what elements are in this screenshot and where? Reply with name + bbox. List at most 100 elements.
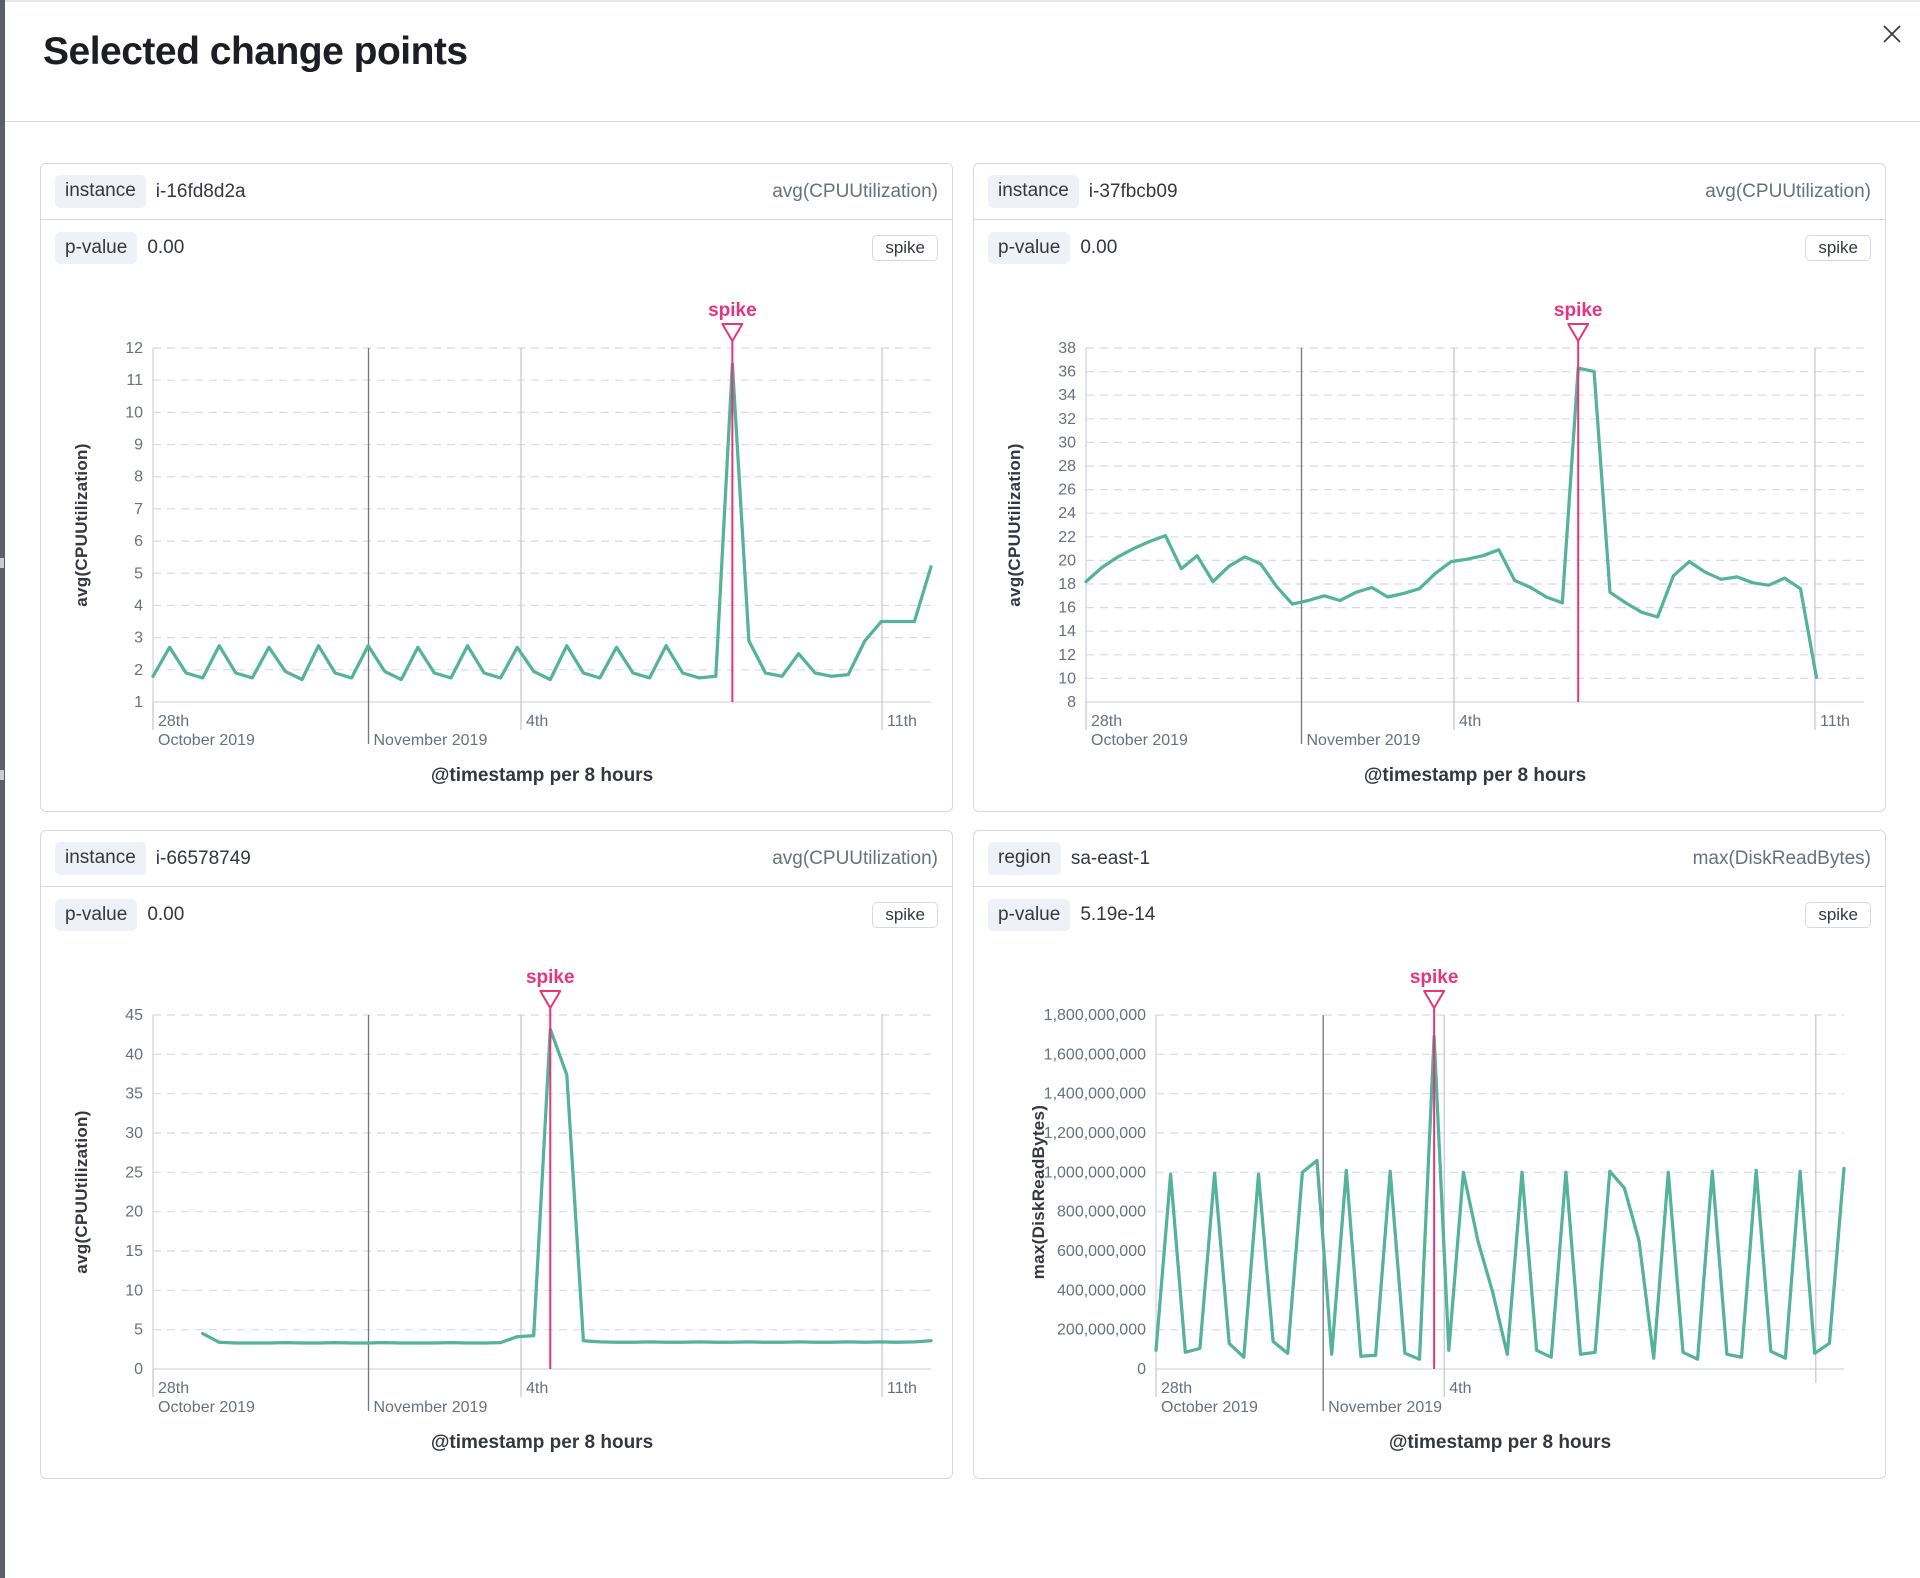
p-value: 0.00 [1080, 237, 1118, 258]
change-type-badge: spike [872, 902, 938, 928]
svg-text:36: 36 [1058, 364, 1076, 381]
svg-text:1,200,000,000: 1,200,000,000 [1044, 1125, 1146, 1142]
svg-text:October 2019: October 2019 [1091, 732, 1188, 749]
svg-text:28: 28 [1058, 458, 1076, 475]
change-point-panel-1: instance i-16fd8d2a avg(CPUUtilization) … [40, 163, 953, 812]
background-page-edge [0, 0, 5, 1578]
svg-text:16: 16 [1058, 600, 1076, 617]
svg-text:600,000,000: 600,000,000 [1057, 1243, 1146, 1260]
svg-text:30: 30 [125, 1125, 143, 1142]
svg-text:4th: 4th [526, 1380, 548, 1397]
svg-text:5: 5 [134, 565, 143, 582]
svg-text:avg(CPUUtilization): avg(CPUUtilization) [1005, 443, 1024, 606]
p-value-badge: p-value [55, 898, 138, 932]
chart-container: 8 10 12 14 16 18 20 22 24 26 28 30 32 34 36 38 28th Octob… [974, 276, 1885, 800]
svg-text:32: 32 [1058, 411, 1076, 428]
svg-text:@timestamp per 8 hours: @timestamp per 8 hours [431, 1432, 653, 1453]
svg-text:October 2019: October 2019 [158, 732, 255, 749]
svg-text:4th: 4th [1459, 713, 1481, 730]
svg-text:October 2019: October 2019 [1161, 1399, 1258, 1416]
svg-text:35: 35 [125, 1086, 143, 1103]
svg-text:4th: 4th [526, 713, 548, 730]
svg-text:8: 8 [134, 469, 143, 486]
split-value: i-16fd8d2a [155, 180, 246, 202]
svg-text:4: 4 [134, 597, 143, 614]
svg-text:12: 12 [125, 340, 143, 357]
svg-text:38: 38 [1058, 340, 1076, 357]
metric-label: max(DiskReadBytes) [1692, 847, 1871, 869]
split-field-badge: instance [55, 175, 146, 208]
flyout-header: Selected change points [0, 0, 1920, 122]
svg-text:5: 5 [134, 1322, 143, 1339]
split-value: i-66578749 [155, 847, 251, 869]
page-title: Selected change points [43, 30, 468, 73]
change-point-panel-3: instance i-66578749 avg(CPUUtilization) … [40, 830, 953, 1479]
svg-text:40: 40 [125, 1046, 143, 1063]
p-value: 0.00 [147, 904, 185, 925]
svg-text:28th: 28th [1161, 1380, 1192, 1397]
chart-container: 0 200,000,000 400,000,000 600,000,000 800,00… [974, 943, 1885, 1467]
svg-text:1,000,000,000: 1,000,000,000 [1044, 1164, 1146, 1181]
svg-text:26: 26 [1058, 482, 1076, 499]
p-value: 5.19e-14 [1080, 904, 1156, 925]
svg-text:1,600,000,000: 1,600,000,000 [1044, 1046, 1146, 1063]
svg-text:avg(CPUUtilization): avg(CPUUtilization) [72, 443, 91, 606]
svg-text:11: 11 [126, 372, 143, 389]
change-type-badge: spike [872, 235, 938, 261]
close-button[interactable] [1876, 18, 1908, 50]
svg-text:45: 45 [125, 1007, 143, 1024]
change-points-flyout: Selected change points instance i-16fd8d… [0, 0, 1920, 1479]
change-point-panel-4: region sa-east-1 max(DiskReadBytes) p-va… [973, 830, 1886, 1479]
svg-text:October 2019: October 2019 [158, 1399, 255, 1416]
background-fragment [0, 558, 4, 568]
svg-text:7: 7 [134, 501, 143, 518]
svg-text:18: 18 [1058, 576, 1076, 593]
svg-text:11th: 11th [1820, 713, 1850, 730]
metric-label: avg(CPUUtilization) [772, 180, 938, 202]
svg-text:@timestamp per 8 hours: @timestamp per 8 hours [1389, 1432, 1611, 1453]
split-value: sa-east-1 [1070, 847, 1151, 869]
svg-text:10: 10 [125, 404, 143, 421]
metric-label: avg(CPUUtilization) [772, 847, 938, 869]
split-field-badge: instance [55, 842, 146, 875]
change-point-chart: 0 200,000,000 400,000,000 600,000,000 800,00… [1029, 967, 1846, 1453]
svg-text:28th: 28th [1091, 713, 1122, 730]
svg-text:8: 8 [1067, 694, 1076, 711]
change-point-chart: 8 10 12 14 16 18 20 22 24 26 28 30 32 34 36 38 28th Octob… [1005, 300, 1864, 786]
svg-text:20: 20 [125, 1204, 143, 1221]
svg-text:November 2019: November 2019 [1328, 1399, 1442, 1416]
svg-text:34: 34 [1058, 387, 1076, 404]
svg-text:spike: spike [1554, 300, 1603, 321]
change-point-chart: 0 5 10 15 20 25 30 35 40 45 28th October 2019 Novemb… [72, 967, 933, 1453]
svg-text:14: 14 [1058, 623, 1076, 640]
svg-text:25: 25 [125, 1164, 143, 1181]
p-value-badge: p-value [988, 231, 1071, 265]
svg-text:November 2019: November 2019 [374, 732, 488, 749]
svg-text:max(DiskReadBytes): max(DiskReadBytes) [1029, 1105, 1048, 1280]
background-fragment [0, 770, 4, 780]
svg-text:3: 3 [134, 630, 143, 647]
svg-text:1,800,000,000: 1,800,000,000 [1044, 1007, 1146, 1024]
split-field-badge: instance [988, 175, 1079, 208]
svg-text:11th: 11th [887, 1380, 917, 1397]
chart-container: 0 5 10 15 20 25 30 35 40 45 28th October 2019 Novemb… [41, 943, 952, 1467]
svg-text:@timestamp per 8 hours: @timestamp per 8 hours [431, 765, 653, 786]
close-icon [1883, 25, 1901, 43]
change-point-panel-2: instance i-37fbcb09 avg(CPUUtilization) … [973, 163, 1886, 812]
svg-text:20: 20 [1058, 552, 1076, 569]
svg-text:11th: 11th [887, 713, 917, 730]
metric-label: avg(CPUUtilization) [1705, 180, 1871, 202]
svg-text:0: 0 [1137, 1361, 1146, 1378]
svg-text:10: 10 [125, 1282, 143, 1299]
svg-text:spike: spike [1410, 967, 1459, 988]
split-field-badge: region [988, 842, 1061, 875]
split-value: i-37fbcb09 [1088, 180, 1178, 202]
svg-text:24: 24 [1058, 505, 1076, 522]
svg-text:800,000,000: 800,000,000 [1057, 1204, 1146, 1221]
svg-text:@timestamp per 8 hours: @timestamp per 8 hours [1364, 765, 1586, 786]
svg-text:2: 2 [134, 662, 143, 679]
svg-text:spike: spike [708, 300, 757, 321]
svg-text:15: 15 [125, 1243, 143, 1260]
svg-text:28th: 28th [158, 713, 189, 730]
